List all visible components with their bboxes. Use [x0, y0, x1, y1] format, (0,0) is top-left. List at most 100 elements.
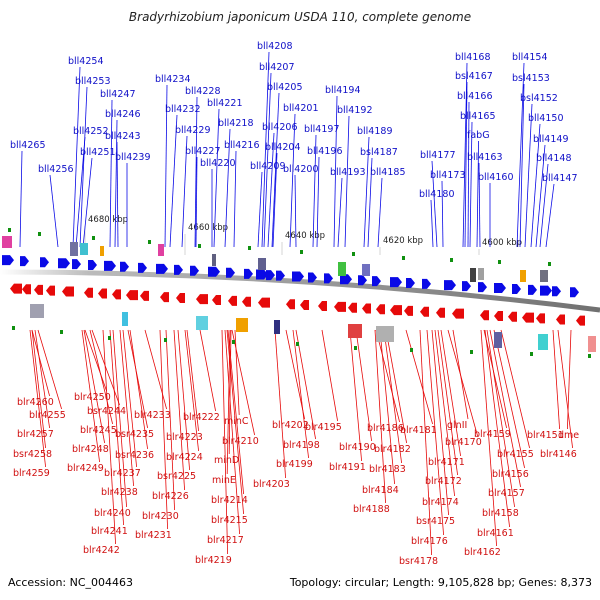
gene-label-bll4228[interactable]: bll4228 — [185, 86, 221, 97]
gene-label-blr4230[interactable]: blr4230 — [142, 511, 179, 522]
gene-label-blr4242[interactable]: blr4242 — [83, 545, 120, 556]
gene-label-bsr4178[interactable]: bsr4178 — [399, 556, 438, 567]
gene-label-blr4214[interactable]: blr4214 — [211, 495, 248, 506]
gene-label-bll4163[interactable]: bll4163 — [467, 152, 503, 163]
gene-label-blr4176[interactable]: blr4176 — [411, 536, 448, 547]
gene-label-bll4168[interactable]: bll4168 — [455, 52, 491, 63]
gene-label-bll4234[interactable]: bll4234 — [155, 74, 191, 85]
gene-label-bll4256[interactable]: bll4256 — [38, 164, 74, 175]
gene-label-bll4232[interactable]: bll4232 — [165, 104, 201, 115]
gene-label-bll4247[interactable]: bll4247 — [100, 89, 136, 100]
gene-label-blr4250[interactable]: blr4250 — [74, 392, 111, 403]
gene-label-blr4190[interactable]: blr4190 — [339, 442, 376, 453]
gene-label-bll4218[interactable]: bll4218 — [218, 118, 254, 129]
gene-label-blr4217[interactable]: blr4217 — [207, 535, 244, 546]
gene-label-bll4265[interactable]: bll4265 — [10, 140, 46, 151]
gene-label-bll4243[interactable]: bll4243 — [105, 131, 141, 142]
gene-label-blr4219[interactable]: blr4219 — [195, 555, 232, 566]
gene-label-bll4220[interactable]: bll4220 — [200, 158, 236, 169]
gene-label-blr4159[interactable]: blr4159 — [474, 429, 511, 440]
gene-label-mine[interactable]: minE — [212, 475, 236, 486]
gene-label-blr4184[interactable]: blr4184 — [362, 485, 399, 496]
gene-label-dme[interactable]: dme — [558, 430, 579, 441]
gene-label-blr4240[interactable]: blr4240 — [94, 508, 131, 519]
gene-label-blr4171[interactable]: blr4171 — [428, 457, 465, 468]
gene-label-bll4239[interactable]: bll4239 — [115, 152, 151, 163]
gene-label-blr4157[interactable]: blr4157 — [488, 488, 525, 499]
gene-label-blr4215[interactable]: blr4215 — [211, 515, 248, 526]
gene-label-blr4181[interactable]: blr4181 — [400, 425, 437, 436]
gene-label-blr4199[interactable]: blr4199 — [276, 459, 313, 470]
gene-label-blr4156[interactable]: blr4156 — [492, 469, 529, 480]
gene-label-bll4200[interactable]: bll4200 — [283, 164, 319, 175]
gene-label-blr4210[interactable]: blr4210 — [222, 436, 259, 447]
gene-label-bsl4153[interactable]: bsl4153 — [512, 73, 550, 84]
gene-label-bll4160[interactable]: bll4160 — [478, 172, 514, 183]
gene-label-bsr4235[interactable]: bsr4235 — [115, 429, 154, 440]
gene-label-blr4188[interactable]: blr4188 — [353, 504, 390, 515]
gene-label-blr4231[interactable]: blr4231 — [135, 530, 172, 541]
gene-label-bll4194[interactable]: bll4194 — [325, 85, 361, 96]
gene-label-bll4166[interactable]: bll4166 — [457, 91, 493, 102]
gene-label-bll4254[interactable]: bll4254 — [68, 56, 104, 67]
gene-label-blr4224[interactable]: blr4224 — [166, 452, 203, 463]
gene-label-bll4229[interactable]: bll4229 — [175, 125, 211, 136]
gene-label-blr4146[interactable]: blr4146 — [540, 449, 577, 460]
gene-label-bll4201[interactable]: bll4201 — [283, 103, 319, 114]
gene-label-blr4151[interactable]: blr4151 — [527, 430, 564, 441]
gene-label-bll4206[interactable]: bll4206 — [262, 122, 298, 133]
gene-label-blr4238[interactable]: blr4238 — [101, 487, 138, 498]
gene-label-blr4182[interactable]: blr4182 — [374, 444, 411, 455]
gene-label-bll4193[interactable]: bll4193 — [330, 167, 366, 178]
gene-label-bll4251[interactable]: bll4251 — [80, 147, 116, 158]
gene-label-blr4174[interactable]: blr4174 — [422, 497, 459, 508]
gene-label-blr4155[interactable]: blr4155 — [497, 449, 534, 460]
gene-label-blr4191[interactable]: blr4191 — [329, 462, 366, 473]
gene-label-blr4172[interactable]: blr4172 — [425, 476, 462, 487]
gene-label-bll4253[interactable]: bll4253 — [75, 76, 111, 87]
gene-label-bll4208[interactable]: bll4208 — [257, 41, 293, 52]
gene-label-blr4158[interactable]: blr4158 — [482, 508, 519, 519]
gene-label-bll4204[interactable]: bll4204 — [265, 142, 301, 153]
gene-label-bll4147[interactable]: bll4147 — [542, 173, 578, 184]
gene-label-blr4245[interactable]: blr4245 — [80, 425, 117, 436]
gene-label-blr4260[interactable]: blr4260 — [17, 397, 54, 408]
gene-label-blr4170[interactable]: blr4170 — [445, 437, 482, 448]
gene-label-blr4186[interactable]: blr4186 — [367, 423, 404, 434]
gene-label-bll4149[interactable]: bll4149 — [533, 134, 569, 145]
gene-label-bsr4225[interactable]: bsr4225 — [157, 471, 196, 482]
gene-label-bll4196[interactable]: bll4196 — [307, 146, 343, 157]
gene-label-blr4226[interactable]: blr4226 — [152, 491, 189, 502]
gene-label-blr4259[interactable]: blr4259 — [13, 468, 50, 479]
gene-label-glnii[interactable]: glnII — [447, 420, 467, 431]
gene-label-blr4257[interactable]: blr4257 — [17, 429, 54, 440]
gene-label-bll4154[interactable]: bll4154 — [512, 52, 548, 63]
gene-label-bll4173[interactable]: bll4173 — [430, 170, 466, 181]
gene-label-fabg[interactable]: fabG — [467, 130, 490, 141]
gene-label-bll4246[interactable]: bll4246 — [105, 109, 141, 120]
gene-label-bll4150[interactable]: bll4150 — [528, 113, 564, 124]
gene-label-blr4198[interactable]: blr4198 — [283, 440, 320, 451]
gene-label-bll4221[interactable]: bll4221 — [207, 98, 243, 109]
gene-label-bll4180[interactable]: bll4180 — [419, 189, 455, 200]
gene-label-bll4205[interactable]: bll4205 — [267, 82, 303, 93]
gene-label-bll4252[interactable]: bll4252 — [73, 126, 109, 137]
gene-label-bsr4236[interactable]: bsr4236 — [115, 450, 154, 461]
gene-label-bll4209[interactable]: bll4209 — [250, 161, 286, 172]
gene-label-minc[interactable]: minC — [224, 416, 249, 427]
gene-label-bll4207[interactable]: bll4207 — [259, 62, 295, 73]
gene-label-blr4202[interactable]: blr4202 — [272, 420, 309, 431]
gene-label-blr4241[interactable]: blr4241 — [91, 526, 128, 537]
gene-label-bll4197[interactable]: bll4197 — [304, 124, 340, 135]
gene-label-bll4148[interactable]: bll4148 — [536, 153, 572, 164]
gene-label-bsl4187[interactable]: bsl4187 — [360, 147, 398, 158]
gene-label-bll4192[interactable]: bll4192 — [337, 105, 373, 116]
gene-label-bsl4152[interactable]: bsl4152 — [520, 93, 558, 104]
gene-label-blr4233[interactable]: blr4233 — [134, 410, 171, 421]
gene-label-bll4185[interactable]: bll4185 — [370, 167, 406, 178]
gene-label-blr4195[interactable]: blr4195 — [305, 422, 342, 433]
gene-label-bsr4258[interactable]: bsr4258 — [13, 449, 52, 460]
gene-label-blr4255[interactable]: blr4255 — [29, 410, 66, 421]
gene-label-bll4216[interactable]: bll4216 — [224, 140, 260, 151]
gene-label-blr4249[interactable]: blr4249 — [67, 463, 104, 474]
